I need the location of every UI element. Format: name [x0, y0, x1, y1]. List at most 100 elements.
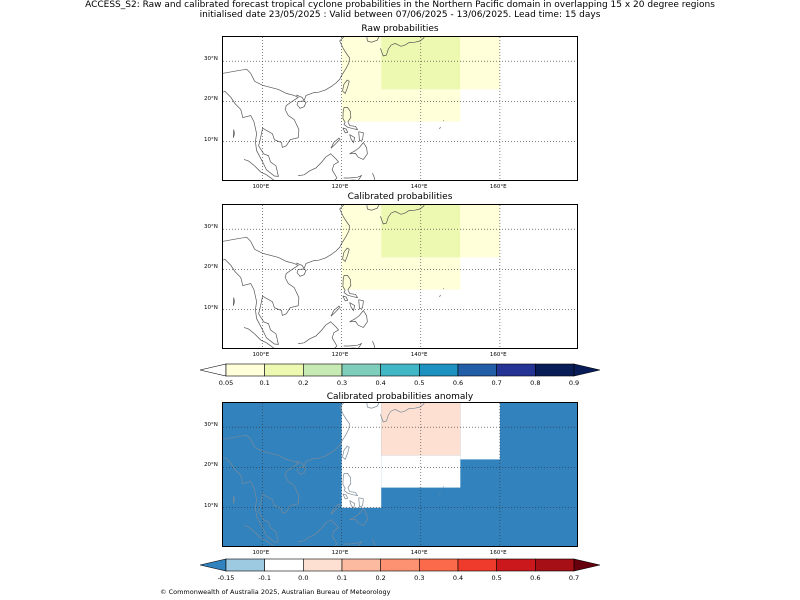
coastline	[349, 507, 368, 526]
calibrated-map-canvas	[223, 205, 577, 348]
coastline	[366, 37, 380, 43]
raw-probability-cell	[460, 37, 500, 90]
colorbar-tick-label: 0.8	[530, 379, 541, 387]
coastline	[232, 129, 235, 138]
coastline	[330, 137, 341, 149]
longitude-label: 140°E	[410, 184, 428, 190]
raw-map-canvas	[223, 37, 577, 180]
colorbar-swatch	[457, 558, 497, 572]
colorbar-swatch	[303, 558, 343, 572]
coastline	[298, 153, 340, 180]
colorbar-swatch	[457, 363, 497, 377]
longitude-label: 100°E	[252, 352, 270, 358]
coastline	[342, 473, 359, 497]
colorbar-swatch	[496, 363, 536, 377]
latitude-label: 20°N	[204, 264, 218, 271]
figure-title-line1: ACCESS_S2: Raw and calibrated forecast t…	[85, 0, 715, 10]
coastline	[298, 321, 340, 348]
anomaly-title: Calibrated probabilities anomaly	[326, 392, 474, 402]
coastline	[342, 295, 349, 302]
coastline	[243, 159, 275, 180]
colorbar-swatch	[225, 363, 265, 377]
colorbar-swatch	[496, 558, 536, 572]
coastline	[330, 503, 341, 515]
coastline	[366, 403, 380, 409]
coastline	[296, 205, 350, 270]
anomaly-map-canvas	[223, 403, 577, 546]
coastline	[342, 79, 350, 94]
coastline	[342, 127, 349, 134]
coastline	[372, 340, 375, 348]
colorbar-swatch	[535, 363, 575, 377]
colorbar-under-extension	[199, 363, 227, 377]
coastline	[243, 327, 275, 348]
latitude-label: 10°N	[204, 502, 218, 509]
colorbar-over-extension	[573, 558, 601, 572]
latitude-label: 20°N	[204, 462, 218, 469]
coastline	[342, 445, 350, 460]
calibrated-probability-cell	[341, 205, 382, 290]
coastline	[343, 540, 363, 546]
colorbar-tick-label: 0.5	[414, 379, 425, 387]
longitude-label: 120°E	[331, 352, 349, 358]
latitude-label: 30°N	[204, 224, 218, 231]
coastline	[380, 205, 425, 225]
longitude-label: 120°E	[331, 184, 349, 190]
longitude-label: 160°E	[489, 184, 507, 190]
colorbar-swatch	[341, 558, 381, 572]
colorbar-tick-label: 0.0	[298, 574, 309, 582]
coastline	[349, 309, 368, 328]
colorbar-swatch	[264, 558, 304, 572]
latitude-label: 10°N	[204, 304, 218, 311]
coastline	[296, 37, 350, 102]
coastline	[342, 247, 350, 262]
colorbar-tick-label: 0.3	[336, 379, 348, 387]
coastline	[372, 538, 375, 546]
anomaly-probability-cell	[460, 403, 500, 460]
probability-colorbar	[199, 363, 601, 377]
coastline	[296, 100, 307, 109]
figure-title-line2: initialised date 23/05/2025 : Valid betw…	[199, 10, 601, 20]
coastline	[380, 37, 425, 57]
colorbar-over-extension	[573, 363, 601, 377]
coastline	[342, 493, 349, 500]
longitude-label: 120°E	[331, 550, 349, 556]
coastline	[349, 134, 356, 144]
coastline	[232, 297, 235, 306]
coastline	[439, 294, 441, 298]
colorbar-tick-label: 0.1	[259, 379, 270, 387]
calibrated-probabilities-map	[222, 204, 578, 349]
raw-probability-cell	[381, 37, 461, 90]
colorbar-swatch	[419, 363, 459, 377]
anomaly-probability-cell	[341, 403, 382, 508]
colorbar-under-extension	[199, 558, 227, 572]
coastline	[223, 68, 300, 177]
colorbar-tick-label: 0.6	[530, 574, 541, 582]
calibrated-probability-cell	[460, 205, 500, 258]
coastline	[343, 174, 363, 180]
calibrated-probabilities-title: Calibrated probabilities	[347, 192, 453, 202]
colorbar-swatch	[419, 558, 459, 572]
longitude-label: 140°E	[410, 352, 428, 358]
coastline	[349, 141, 368, 160]
latitude-label: 20°N	[204, 96, 218, 103]
colorbar-swatch	[380, 363, 420, 377]
coastline	[232, 495, 235, 504]
colorbar-tick-label: 0.2	[375, 574, 386, 582]
anomaly-colorbar	[199, 558, 601, 572]
coastline	[298, 519, 340, 546]
coastline	[223, 434, 300, 543]
coastline	[342, 107, 359, 131]
latitude-label: 30°N	[204, 422, 218, 429]
coastline	[343, 342, 363, 348]
longitude-label: 160°E	[489, 352, 507, 358]
colorbar-tick-label: 0.9	[568, 379, 580, 387]
colorbar-tick-label: 0.05	[218, 379, 234, 387]
longitude-label: 160°E	[489, 550, 507, 556]
latitude-label: 30°N	[204, 56, 218, 63]
raw-probability-cell	[341, 37, 382, 122]
colorbar-swatch	[303, 363, 343, 377]
longitude-label: 100°E	[252, 184, 270, 190]
coastline	[349, 302, 356, 312]
coastline	[330, 305, 341, 317]
